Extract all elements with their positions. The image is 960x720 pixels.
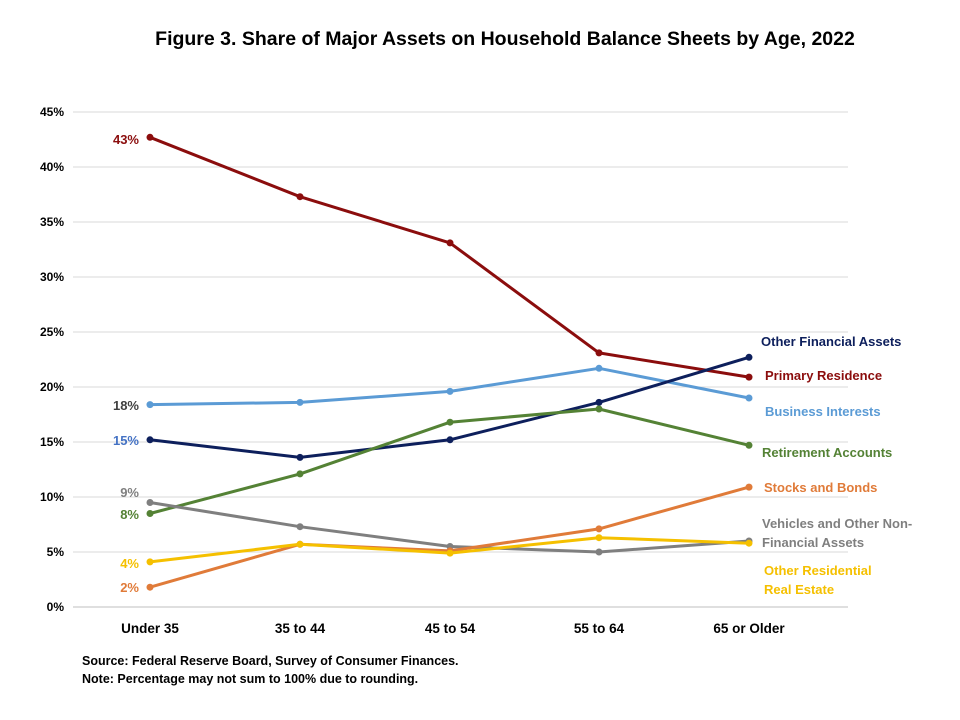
x-tick-label: 55 to 64 xyxy=(574,621,625,636)
data-point xyxy=(296,470,304,478)
series-label: Business Interests xyxy=(765,404,881,419)
start-value-label: 18% xyxy=(113,398,139,413)
data-point xyxy=(595,349,603,357)
y-tick-label: 5% xyxy=(47,545,65,559)
x-tick-label: 65 or Older xyxy=(713,621,785,636)
series-label: Retirement Accounts xyxy=(762,445,892,460)
x-tick-label: Under 35 xyxy=(121,621,179,636)
series-line xyxy=(149,135,750,379)
data-point xyxy=(296,523,304,531)
data-point xyxy=(446,418,454,426)
data-point xyxy=(745,483,753,491)
series-label: Other Financial Assets xyxy=(761,334,901,349)
start-value-label: 2% xyxy=(120,580,139,595)
data-point xyxy=(146,401,154,409)
data-point xyxy=(296,398,304,406)
data-point xyxy=(296,453,304,461)
data-point xyxy=(146,558,154,566)
data-point xyxy=(595,364,603,372)
series-line xyxy=(149,485,750,589)
y-tick-label: 10% xyxy=(40,490,64,504)
data-point xyxy=(595,525,603,533)
chart-notes: Source: Federal Reserve Board, Survey of… xyxy=(82,652,459,688)
series-line xyxy=(149,366,750,407)
y-tick-label: 25% xyxy=(40,325,64,339)
data-point xyxy=(595,398,603,406)
y-tick-label: 15% xyxy=(40,435,64,449)
data-point xyxy=(745,441,753,449)
data-point xyxy=(745,394,753,402)
data-point xyxy=(146,583,154,591)
data-point xyxy=(446,387,454,395)
data-point xyxy=(745,353,753,361)
start-value-label: 15% xyxy=(113,433,139,448)
source-note: Source: Federal Reserve Board, Survey of… xyxy=(82,654,459,668)
data-point xyxy=(296,540,304,548)
start-value-label: 4% xyxy=(120,556,139,571)
data-point xyxy=(146,436,154,444)
y-tick-label: 30% xyxy=(40,270,64,284)
data-point xyxy=(745,539,753,547)
start-value-label: 9% xyxy=(120,485,139,500)
data-point xyxy=(745,373,753,381)
y-tick-label: 35% xyxy=(40,215,64,229)
data-point xyxy=(146,133,154,141)
series-label: Stocks and Bonds xyxy=(764,480,877,495)
data-point xyxy=(595,534,603,542)
x-tick-label: 45 to 54 xyxy=(425,621,476,636)
y-tick-label: 40% xyxy=(40,160,64,174)
start-value-label: 43% xyxy=(113,132,139,147)
series-label: Primary Residence xyxy=(765,368,882,383)
data-point xyxy=(146,510,154,517)
chart-title: Figure 3. Share of Major Assets on House… xyxy=(155,28,855,50)
data-point xyxy=(595,405,603,413)
data-point xyxy=(446,436,454,444)
series-label: Vehicles and Other Non-Financial Assets xyxy=(762,516,912,550)
data-point xyxy=(146,499,154,506)
data-point xyxy=(446,549,454,557)
y-tick-label: 45% xyxy=(40,105,64,119)
series-label: Other Residential Real Estate xyxy=(764,563,872,597)
data-point xyxy=(296,193,304,201)
x-tick-label: 35 to 44 xyxy=(275,621,326,636)
data-point xyxy=(446,239,454,247)
y-tick-label: 0% xyxy=(47,600,65,614)
data-point xyxy=(595,548,603,556)
start-value-label: 8% xyxy=(120,507,139,522)
y-tick-label: 20% xyxy=(40,380,64,394)
rounding-note: Note: Percentage may not sum to 100% due… xyxy=(82,672,419,686)
